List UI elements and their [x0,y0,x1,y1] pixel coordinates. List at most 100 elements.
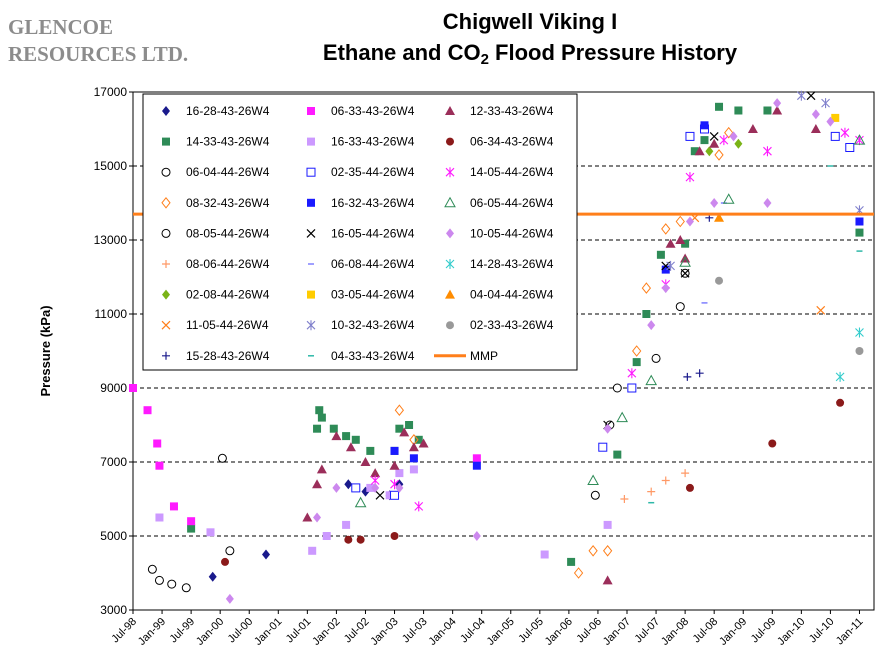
data-point [225,546,235,556]
x-tick-label: Jan-08 [659,616,691,648]
x-tick-label: Jan-06 [543,616,575,648]
data-point [685,172,695,183]
data-point [345,442,356,452]
chart-title-line2-post: Flood Pressure History [488,40,738,65]
data-point [154,575,164,585]
series-20 [221,398,845,566]
legend-marker [446,321,454,330]
data-point [709,131,719,141]
legend-marker [445,167,455,178]
data-point [680,268,690,278]
data-point [409,465,418,474]
x-tick-label: Jul-09 [749,616,779,646]
data-point [840,127,850,138]
data-point [772,105,783,115]
series-13 [390,121,864,470]
series-19 [302,105,821,585]
x-tick-label: Jan-99 [136,616,168,648]
data-point [675,235,686,244]
data-point [342,432,351,441]
data-point [603,520,612,529]
x-tick-label: Jul-03 [400,616,430,646]
data-point [836,398,845,407]
data-point [405,421,414,429]
legend-marker [162,106,170,116]
data-point [831,113,840,122]
data-point [385,491,394,500]
data-point [342,520,351,529]
data-point [588,544,598,557]
data-point [302,512,313,522]
series-1 [208,479,404,582]
x-tick-label: Jul-04 [458,616,488,646]
x-tick-label: Jan-11 [834,616,866,648]
data-point [414,435,423,444]
data-point [685,131,695,141]
data-point [715,102,724,111]
series-4 [394,126,734,579]
data-point [734,138,743,149]
data-point [153,439,162,448]
legend-label: 08-06-44-26W4 [186,257,270,271]
data-point [351,435,360,444]
legend-label: 04-33-43-26W4 [331,349,415,363]
legend-marker [445,289,455,299]
data-point [155,513,164,522]
legend-marker [161,196,171,209]
x-tick-label: Jan-00 [194,616,226,648]
data-point [679,256,691,267]
legend-marker [445,259,455,269]
data-point [206,528,215,537]
data-point [729,131,738,142]
data-point [620,495,629,503]
data-point [705,146,714,157]
data-point [169,502,178,511]
data-point [810,124,821,133]
data-point [187,524,196,533]
data-point [763,106,772,115]
data-point [187,517,196,526]
data-point [715,276,724,285]
series-17 [666,90,864,271]
y-tick-label: 15000 [94,159,128,173]
data-point [155,461,164,470]
series-18 [648,165,863,504]
series-8 [690,213,826,315]
data-point [690,147,699,156]
data-point [315,406,324,415]
legend-marker [307,290,315,299]
data-point [399,427,410,437]
x-tick-label: Jan-05 [485,616,517,648]
legend-box [142,93,578,371]
data-point [390,532,399,540]
data-point [389,460,400,470]
data-point [645,374,658,386]
data-point [208,571,217,582]
legend-label: 06-33-43-26W4 [331,104,415,118]
data-point [627,383,637,393]
data-point [366,483,375,492]
data-point [710,198,719,208]
data-point [656,250,665,259]
data-point [602,575,613,585]
data-point [418,438,429,448]
x-tick-label: Jul-02 [342,616,372,646]
data-point [665,238,676,248]
data-point [408,442,419,452]
data-point [806,91,816,101]
data-point [394,404,405,417]
x-tick-label: Jul-08 [691,616,721,646]
y-tick-label: 9000 [100,381,127,395]
series-25 [714,212,725,222]
x-tick-label: Jul-05 [516,616,546,646]
data-point [627,368,637,379]
data-point [344,535,353,544]
data-point [830,131,840,141]
data-point [370,468,381,478]
data-point [694,146,705,156]
legend-label: 10-05-44-26W4 [470,226,554,240]
x-tick-label: Jan-01 [252,616,284,648]
data-point [540,550,549,559]
x-tick-label: Jul-98 [109,616,139,646]
